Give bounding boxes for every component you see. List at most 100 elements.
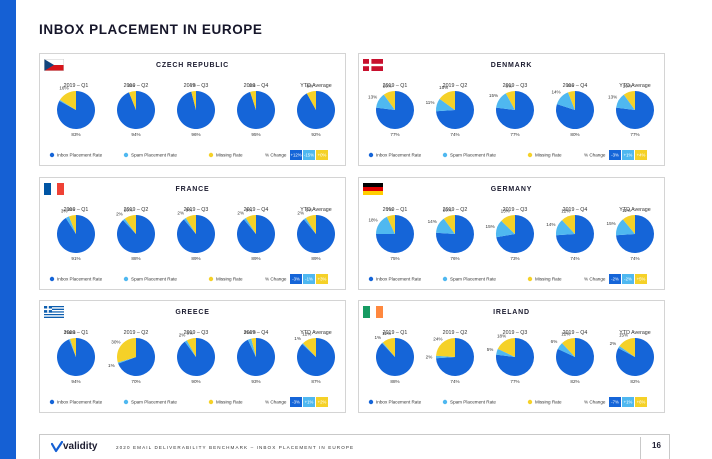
data-label-spam: 5% [487,347,494,352]
pie-group: 2019 – Q3 77% 8% 15% [489,83,534,137]
period-label: 2019 – Q1 [383,330,408,336]
pie-slice-missing [250,91,256,110]
data-label-spam: 2% [610,341,617,346]
pie-slice-spam [303,217,316,234]
data-label-missing: 10% [623,84,632,89]
pie-group: YTD Average 77% 10% 13% [608,83,654,137]
change-value: +12% [290,153,301,158]
data-label-spam: 15% [486,224,495,229]
data-label-spam: 11% [426,100,435,105]
data-label-missing: 9% [186,207,193,212]
period-label: 2019 – Q3 [184,207,209,213]
legend-dot-missing [527,152,533,158]
pie-group: YTD Average 82% 15%2% [610,330,654,384]
period-label: YTD Average [300,83,331,89]
change-value: +4% [637,153,646,158]
change-value: -2% [611,277,619,282]
change-value: -1% [305,277,313,282]
period-label: 2019 – Q4 [563,83,588,89]
data-label-inbox: 94% [131,132,140,137]
pie-slice-spam [496,93,515,110]
pie-group: 2019 – Q4 95% 5% [237,83,275,137]
pie-slice-inbox [57,91,96,129]
legend-dot-spam [123,276,129,282]
data-label-missing: 6% [128,83,135,88]
legend-label-spam: Spam Placement Rate [131,277,177,282]
pie-slice-spam [556,220,575,236]
data-label-inbox: 74% [570,256,579,261]
data-label-missing: 8% [306,83,313,88]
pie-slice-missing [245,215,256,234]
period-label: 2019 – Q3 [503,83,528,89]
pie-slice-missing [124,215,136,234]
country-name: GREECE [175,309,210,316]
pie-slice-inbox [436,338,474,376]
data-label-missing: 15% [439,85,448,90]
period-label: 2019 – Q4 [244,207,269,213]
data-label-spam: 1% [294,336,301,341]
pie-group: 2019 – Q3 89% 9%2% [177,207,215,261]
pie-slice-missing [561,338,575,357]
data-label-spam: 1% [108,363,115,368]
pie-slice-inbox [57,338,96,376]
data-label-inbox: 74% [450,132,459,137]
pie-slice-missing [382,338,395,357]
data-label-inbox: 82% [630,379,639,384]
flag-ireland-icon [363,306,383,318]
pie-slice-inbox [616,215,654,253]
data-label-inbox: 74% [450,379,459,384]
data-label-inbox: 83% [71,132,80,137]
data-label-missing: 10% [124,208,133,213]
pie-slice-spam [184,340,196,357]
change-value: +0% [318,153,327,158]
flag-denmark-icon [363,59,383,71]
change-value: -3% [292,400,300,405]
legend-dot-inbox [49,399,55,405]
period-label: 2019 – Q2 [443,83,468,89]
change-value: -3% [292,277,300,282]
pie-charts: 2019 – Q1 83% 16% 2019 – Q2 94% 6% 2019 – Q3 96… [49,83,335,160]
pie-group: 2019 – Q3 96% 4% [177,83,215,137]
legend-dot-missing [208,399,214,405]
period-label: 2019 – Q3 [503,330,528,336]
pie-slice-inbox [556,215,594,253]
data-label-spam: 2% [426,355,433,360]
pie-slice-inbox [118,338,155,376]
period-label: 2019 – Q3 [184,330,209,336]
legend-label-change: % Change [265,277,287,282]
pie-slice-spam [616,94,635,110]
change-badge [303,397,315,407]
data-label-inbox: 76% [450,256,459,261]
legend-label-spam: Spam Placement Rate [450,400,496,405]
pie-slice-spam [436,218,455,234]
data-label-missing: 8% [505,83,512,88]
data-label-missing: 9% [246,207,253,212]
pie-slice-spam [496,220,515,238]
data-label-inbox: 87% [311,379,320,384]
pie-group: 2019 – Q1 94% 5%1% [57,330,96,384]
data-label-inbox: 96% [191,132,200,137]
legend-label-spam: Spam Placement Rate [131,153,177,158]
data-label-inbox: 91% [71,256,80,261]
period-label: 2019 – Q1 [64,330,89,336]
period-label: 2019 – Q4 [563,207,588,213]
period-label: 2019 – Q2 [124,83,149,89]
data-label-inbox: 80% [570,132,579,137]
data-label-missing: 7% [386,207,393,212]
pie-slice-missing [501,215,515,234]
change-value: +3% [318,277,327,282]
change-badge [635,274,647,284]
legend-label-inbox: Inbox Placement Rate [376,277,422,282]
legend-dot-spam [123,152,129,158]
period-label: 2019 – Q2 [443,330,468,336]
pie-slice-missing [251,338,256,357]
pie-slice-spam [618,345,635,357]
pie-slice-spam [247,338,256,357]
pie-slice-spam [376,216,395,234]
legend-label-missing: Missing Rate [535,277,562,282]
pie-group: 2019 – Q1 77% 10% 13% [368,83,414,137]
data-label-missing: 6% [567,83,574,88]
pie-slice-missing [306,91,316,110]
